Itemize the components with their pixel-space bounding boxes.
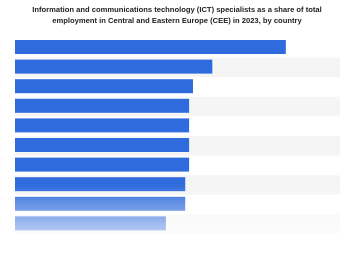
bar xyxy=(15,59,213,74)
fade-overlay xyxy=(0,185,355,253)
bar xyxy=(15,79,193,94)
bar xyxy=(15,40,286,54)
bar xyxy=(15,98,190,113)
bar xyxy=(15,138,190,152)
chart-title: Information and communications technolog… xyxy=(32,5,321,25)
bar xyxy=(15,157,190,172)
bar xyxy=(15,118,190,133)
